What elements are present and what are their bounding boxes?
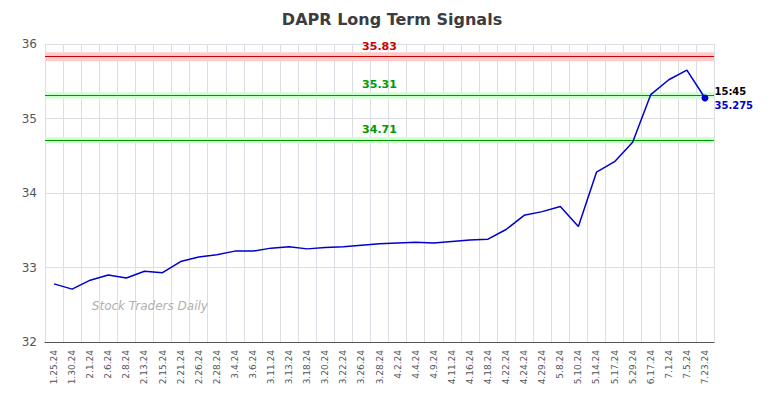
svg-text:4.2.24: 4.2.24: [393, 350, 403, 379]
svg-text:3.20.24: 3.20.24: [320, 350, 330, 385]
svg-text:3.6.24: 3.6.24: [248, 350, 258, 379]
svg-text:36: 36: [22, 37, 37, 51]
svg-text:3.28.24: 3.28.24: [375, 350, 385, 385]
svg-text:5.10.24: 5.10.24: [573, 350, 583, 385]
svg-text:3.22.24: 3.22.24: [338, 350, 348, 385]
svg-text:6.17.24: 6.17.24: [646, 350, 656, 385]
svg-text:4.4.24: 4.4.24: [411, 350, 421, 379]
svg-text:7.5.24: 7.5.24: [682, 350, 692, 379]
svg-text:2.1.24: 2.1.24: [85, 350, 95, 379]
svg-text:34: 34: [22, 186, 37, 200]
svg-text:2.6.24: 2.6.24: [103, 350, 113, 379]
svg-text:35.275: 35.275: [714, 100, 753, 111]
svg-text:35.83: 35.83: [362, 40, 397, 53]
svg-text:Stock Traders Daily: Stock Traders Daily: [92, 299, 209, 313]
svg-text:35: 35: [22, 112, 37, 126]
svg-text:5.14.24: 5.14.24: [591, 350, 601, 385]
svg-text:32: 32: [22, 335, 37, 349]
svg-text:4.29.24: 4.29.24: [537, 350, 547, 385]
svg-text:3.26.24: 3.26.24: [356, 350, 366, 385]
svg-text:3.11.24: 3.11.24: [266, 350, 276, 385]
svg-text:2.8.24: 2.8.24: [121, 350, 131, 379]
svg-text:1.25.24: 1.25.24: [49, 350, 59, 385]
svg-text:2.13.24: 2.13.24: [139, 350, 149, 385]
svg-text:4.18.24: 4.18.24: [483, 350, 493, 385]
svg-text:1.30.24: 1.30.24: [67, 350, 77, 385]
svg-text:2.26.24: 2.26.24: [194, 350, 204, 385]
svg-text:4.11.24: 4.11.24: [447, 350, 457, 385]
svg-text:4.16.24: 4.16.24: [465, 350, 475, 385]
svg-text:3.13.24: 3.13.24: [284, 350, 294, 385]
svg-text:5.8.24: 5.8.24: [555, 350, 565, 379]
svg-text:2.21.24: 2.21.24: [176, 350, 186, 385]
svg-text:DAPR Long Term Signals: DAPR Long Term Signals: [282, 10, 502, 29]
svg-text:33: 33: [22, 261, 37, 275]
svg-text:5.29.24: 5.29.24: [628, 350, 638, 385]
svg-text:4.24.24: 4.24.24: [519, 350, 529, 385]
svg-text:4.9.24: 4.9.24: [429, 350, 439, 379]
svg-text:7.1.24: 7.1.24: [664, 350, 674, 379]
svg-text:15:45: 15:45: [714, 86, 746, 97]
svg-text:5.17.24: 5.17.24: [610, 350, 620, 385]
svg-text:2.28.24: 2.28.24: [212, 350, 222, 385]
svg-text:7.23.24: 7.23.24: [700, 350, 710, 385]
svg-text:3.4.24: 3.4.24: [230, 350, 240, 379]
svg-text:34.71: 34.71: [362, 123, 397, 136]
svg-text:4.22.24: 4.22.24: [501, 350, 511, 385]
svg-text:2.15.24: 2.15.24: [158, 350, 168, 385]
svg-text:35.31: 35.31: [362, 78, 397, 91]
svg-text:3.18.24: 3.18.24: [302, 350, 312, 385]
